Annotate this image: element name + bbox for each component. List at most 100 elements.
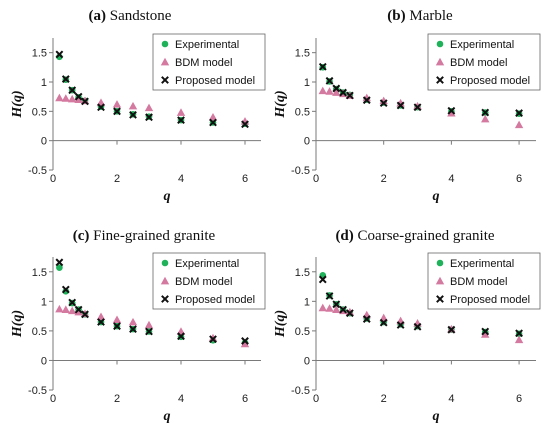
data-point bbox=[55, 50, 64, 59]
legend-label: BDM model bbox=[175, 57, 232, 69]
x-tick-label: 4 bbox=[448, 393, 454, 405]
legend-marker bbox=[160, 57, 170, 66]
chart-panel-4: (d) Coarse-grained granite-0.500.511.50 2… bbox=[273, 228, 541, 424]
data-point bbox=[332, 84, 341, 93]
legend-marker bbox=[436, 40, 444, 48]
data-point bbox=[379, 99, 388, 108]
data-point bbox=[318, 86, 327, 95]
y-tick-label: -0.5 bbox=[28, 165, 47, 177]
x-tick-label: 4 bbox=[178, 393, 184, 405]
data-point bbox=[318, 275, 327, 284]
y-tick-label: 0 bbox=[41, 136, 47, 148]
data-point bbox=[68, 86, 77, 95]
data-point bbox=[345, 307, 355, 316]
panel-name: Marble bbox=[409, 8, 453, 24]
data-point bbox=[515, 109, 523, 118]
data-point bbox=[208, 113, 218, 121]
legend-label: BDM model bbox=[450, 276, 507, 288]
x-tick-label: 6 bbox=[516, 173, 522, 185]
data-point bbox=[345, 309, 354, 318]
x-axis-label: q bbox=[433, 409, 440, 424]
legend-marker bbox=[161, 259, 169, 267]
data-point bbox=[61, 94, 70, 102]
x-tick-label: 6 bbox=[516, 393, 522, 405]
legend: Experimental BDM model Proposed model bbox=[427, 252, 541, 310]
y-tick-label: 0.5 bbox=[32, 106, 47, 118]
data-point bbox=[113, 322, 121, 331]
series-bdm-model bbox=[55, 304, 250, 348]
data-point bbox=[514, 335, 524, 344]
data-point bbox=[447, 106, 456, 115]
data-point bbox=[339, 88, 347, 97]
legend-marker bbox=[161, 76, 169, 84]
y-tick-label: 0.5 bbox=[295, 326, 310, 338]
data-point bbox=[74, 307, 83, 316]
x-tick-label: 6 bbox=[242, 173, 248, 185]
data-point bbox=[74, 95, 83, 103]
data-point bbox=[81, 310, 89, 319]
data-point bbox=[68, 94, 77, 103]
data-point bbox=[209, 335, 217, 344]
y-tick-label: 1 bbox=[304, 77, 310, 89]
panel-title: (c) Fine-grained granite bbox=[73, 228, 216, 244]
data-point bbox=[61, 285, 70, 294]
x-tick-label: 0 bbox=[50, 393, 56, 405]
y-tick-label: 1.5 bbox=[295, 267, 310, 279]
data-point bbox=[61, 75, 70, 83]
panel-name: Sandstone bbox=[110, 8, 172, 24]
y-axis-label: H(q) bbox=[273, 310, 288, 338]
legend: Experimental BDM model Proposed model bbox=[152, 252, 266, 310]
legend-box bbox=[152, 33, 266, 91]
legend-label: Proposed model bbox=[175, 75, 255, 87]
data-point bbox=[515, 329, 523, 338]
data-point bbox=[56, 264, 63, 271]
data-point bbox=[74, 305, 83, 314]
data-point bbox=[339, 305, 347, 314]
legend-marker bbox=[161, 295, 169, 303]
data-point bbox=[514, 120, 524, 129]
data-point bbox=[55, 304, 64, 313]
x-tick-label: 2 bbox=[114, 393, 120, 405]
data-point bbox=[68, 298, 77, 307]
x-tick-label: 2 bbox=[381, 173, 387, 185]
panel-letter: (b) bbox=[387, 8, 409, 24]
x-tick-label: 6 bbox=[242, 393, 248, 405]
data-point bbox=[362, 96, 371, 105]
data-point bbox=[332, 305, 341, 313]
legend-marker bbox=[160, 276, 170, 285]
data-point bbox=[362, 315, 371, 323]
data-point bbox=[208, 333, 218, 342]
legend-box bbox=[427, 33, 541, 91]
data-point bbox=[145, 327, 153, 336]
y-tick-label: -0.5 bbox=[28, 385, 47, 397]
legend-label: Proposed model bbox=[450, 294, 530, 306]
data-point bbox=[55, 258, 64, 267]
data-point bbox=[144, 320, 154, 329]
data-point bbox=[481, 108, 490, 117]
data-point bbox=[112, 315, 122, 324]
legend-label: Proposed model bbox=[175, 294, 255, 306]
y-tick-label: 1 bbox=[41, 296, 47, 308]
data-point bbox=[396, 101, 405, 110]
data-point bbox=[481, 114, 490, 123]
data-point bbox=[97, 103, 105, 112]
data-point bbox=[62, 287, 70, 295]
x-tick-label: 4 bbox=[178, 173, 184, 185]
legend: Experimental BDM model Proposed model bbox=[427, 33, 541, 91]
legend-label: Proposed model bbox=[450, 75, 530, 87]
x-tick-label: 2 bbox=[114, 173, 120, 185]
panel-letter: (d) bbox=[335, 228, 357, 244]
data-point bbox=[129, 110, 137, 119]
legend-box bbox=[152, 252, 266, 310]
data-point bbox=[240, 339, 250, 348]
data-point bbox=[413, 101, 422, 110]
y-tick-label: 1 bbox=[304, 296, 310, 308]
x-axis-label: q bbox=[164, 409, 171, 424]
data-point bbox=[318, 303, 327, 312]
data-point bbox=[209, 118, 217, 127]
data-point bbox=[144, 103, 154, 112]
data-point bbox=[74, 92, 83, 101]
panel-title: (a) Sandstone bbox=[89, 8, 172, 24]
legend-label: Experimental bbox=[450, 39, 514, 51]
